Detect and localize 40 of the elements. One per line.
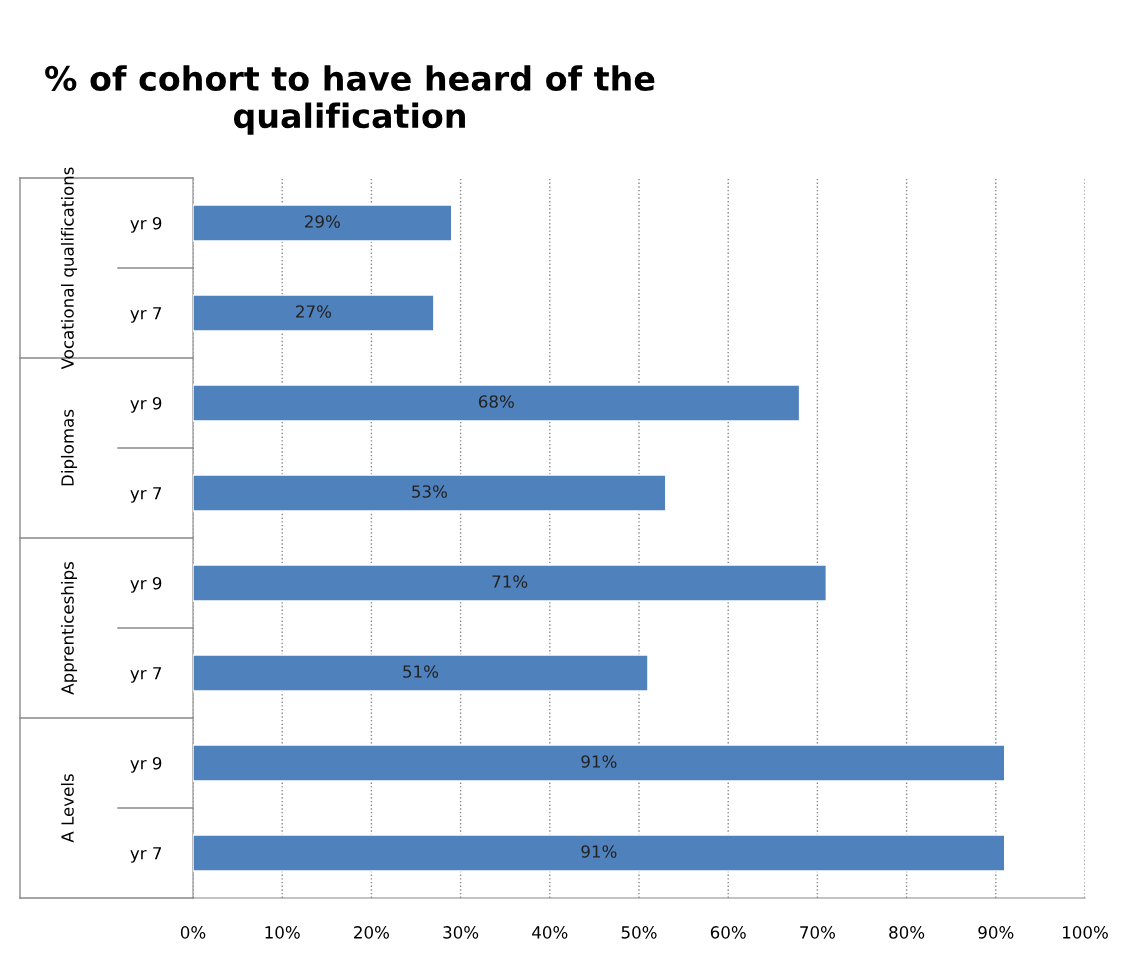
text: A Levels <box>60 774 74 843</box>
bar <box>193 294 435 332</box>
text: Apprenticeships <box>60 562 78 695</box>
bar <box>193 564 828 602</box>
data-label: 68% <box>478 395 514 408</box>
bar <box>193 204 453 242</box>
y-tick-label: yr 7 <box>130 667 162 683</box>
x-tick-label: 100% <box>1063 926 1108 939</box>
x-tick-label: 0% <box>180 926 206 939</box>
bar <box>193 744 1006 782</box>
y-tick-label: yr 7 <box>130 847 162 863</box>
data-label: 29% <box>305 215 340 228</box>
x-tick-label: 70% <box>800 926 835 939</box>
bar <box>193 474 667 512</box>
x-tick-label: 80% <box>889 926 925 939</box>
y-tick-label: yr 9 <box>130 216 162 233</box>
data-label: 53% <box>412 485 447 498</box>
bar <box>193 384 801 422</box>
data-label: 27% <box>296 305 332 318</box>
text: Diplomas <box>60 409 78 486</box>
data-label: 51% <box>403 665 439 678</box>
x-tick-label: 60% <box>710 926 746 939</box>
data-label: 91% <box>581 755 617 768</box>
data-label: 91% <box>581 845 617 858</box>
chart-title: % of cohort to have heard of the qualification <box>45 65 655 135</box>
y-tick-label: yr 9 <box>130 576 162 593</box>
y-tick-label: yr 9 <box>130 756 162 773</box>
y-tick-label: yr 9 <box>130 396 162 413</box>
x-tick-label: 10% <box>265 926 300 939</box>
y-tick-label: yr 7 <box>130 307 162 323</box>
bar <box>193 834 1006 872</box>
text: Vocational qualifications <box>60 167 78 370</box>
x-tick-label: 20% <box>354 926 389 939</box>
x-tick-label: 90% <box>978 926 1014 939</box>
x-tick-label: 30% <box>443 926 479 939</box>
bar <box>193 654 649 692</box>
x-tick-label: 50% <box>621 926 657 939</box>
y-tick-label: yr 7 <box>130 487 162 503</box>
x-tick-label: 40% <box>532 926 568 939</box>
data-label: 71% <box>492 575 528 588</box>
